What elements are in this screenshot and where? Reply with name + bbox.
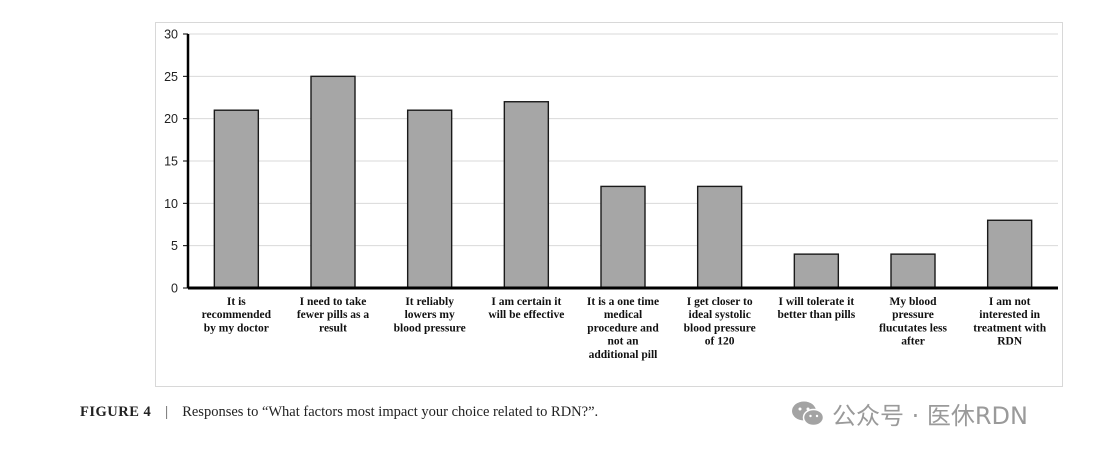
caption-text: Responses to “What factors most impact y… [182,404,599,420]
x-category-label: My blood pressure flucutates less after [879,296,948,348]
x-category-label: It is recommended by my doctor [202,296,272,334]
x-category-label: It reliably lowers my blood pressure [394,296,466,334]
bar-chart: 0 5 10 15 20 25 30 It is recommended by my doctor… [164,28,1058,361]
bar [986,219,1033,289]
bar [310,75,356,289]
x-category-label: It is a one time medical procedure and not … [587,296,659,361]
wechat-icon [792,401,825,426]
y-tick-label: 20 [164,112,178,126]
watermark-text: 公众号 · 医休RDN [832,402,1028,430]
bar [600,185,646,289]
y-tick-label: 30 [164,28,178,42]
x-category-label: I am certain it will be effective [488,296,564,321]
bar [696,185,743,289]
x-category-label: I get closer to ideal systolic blood press… [684,296,756,348]
bar [406,109,453,289]
y-tick-label: 0 [171,282,178,296]
figure-caption: FIGURE 4 | Responses to “What factors most… [80,404,598,421]
watermark: 公众号 · 医休RDN [790,396,1028,431]
x-category-label: I need to take fewer pills as a result [297,296,370,334]
bar [793,253,840,289]
x-category-label: I am not interested in treatment with RDN [973,296,1047,348]
bar [213,109,260,289]
figure-number: FIGURE 4 [80,404,152,420]
chart-frame: 0 5 10 15 20 25 30 It is recommended by my doctor… [155,22,1063,387]
y-tick-label: 25 [164,70,178,84]
x-category-label: I will tolerate it better than pills [777,296,855,321]
y-tick-label: 5 [171,239,178,253]
caption-separator: | [165,404,169,420]
y-tick-label: 15 [164,155,178,169]
y-tick-label: 10 [164,197,178,211]
bar [890,253,936,289]
bar [503,101,550,289]
